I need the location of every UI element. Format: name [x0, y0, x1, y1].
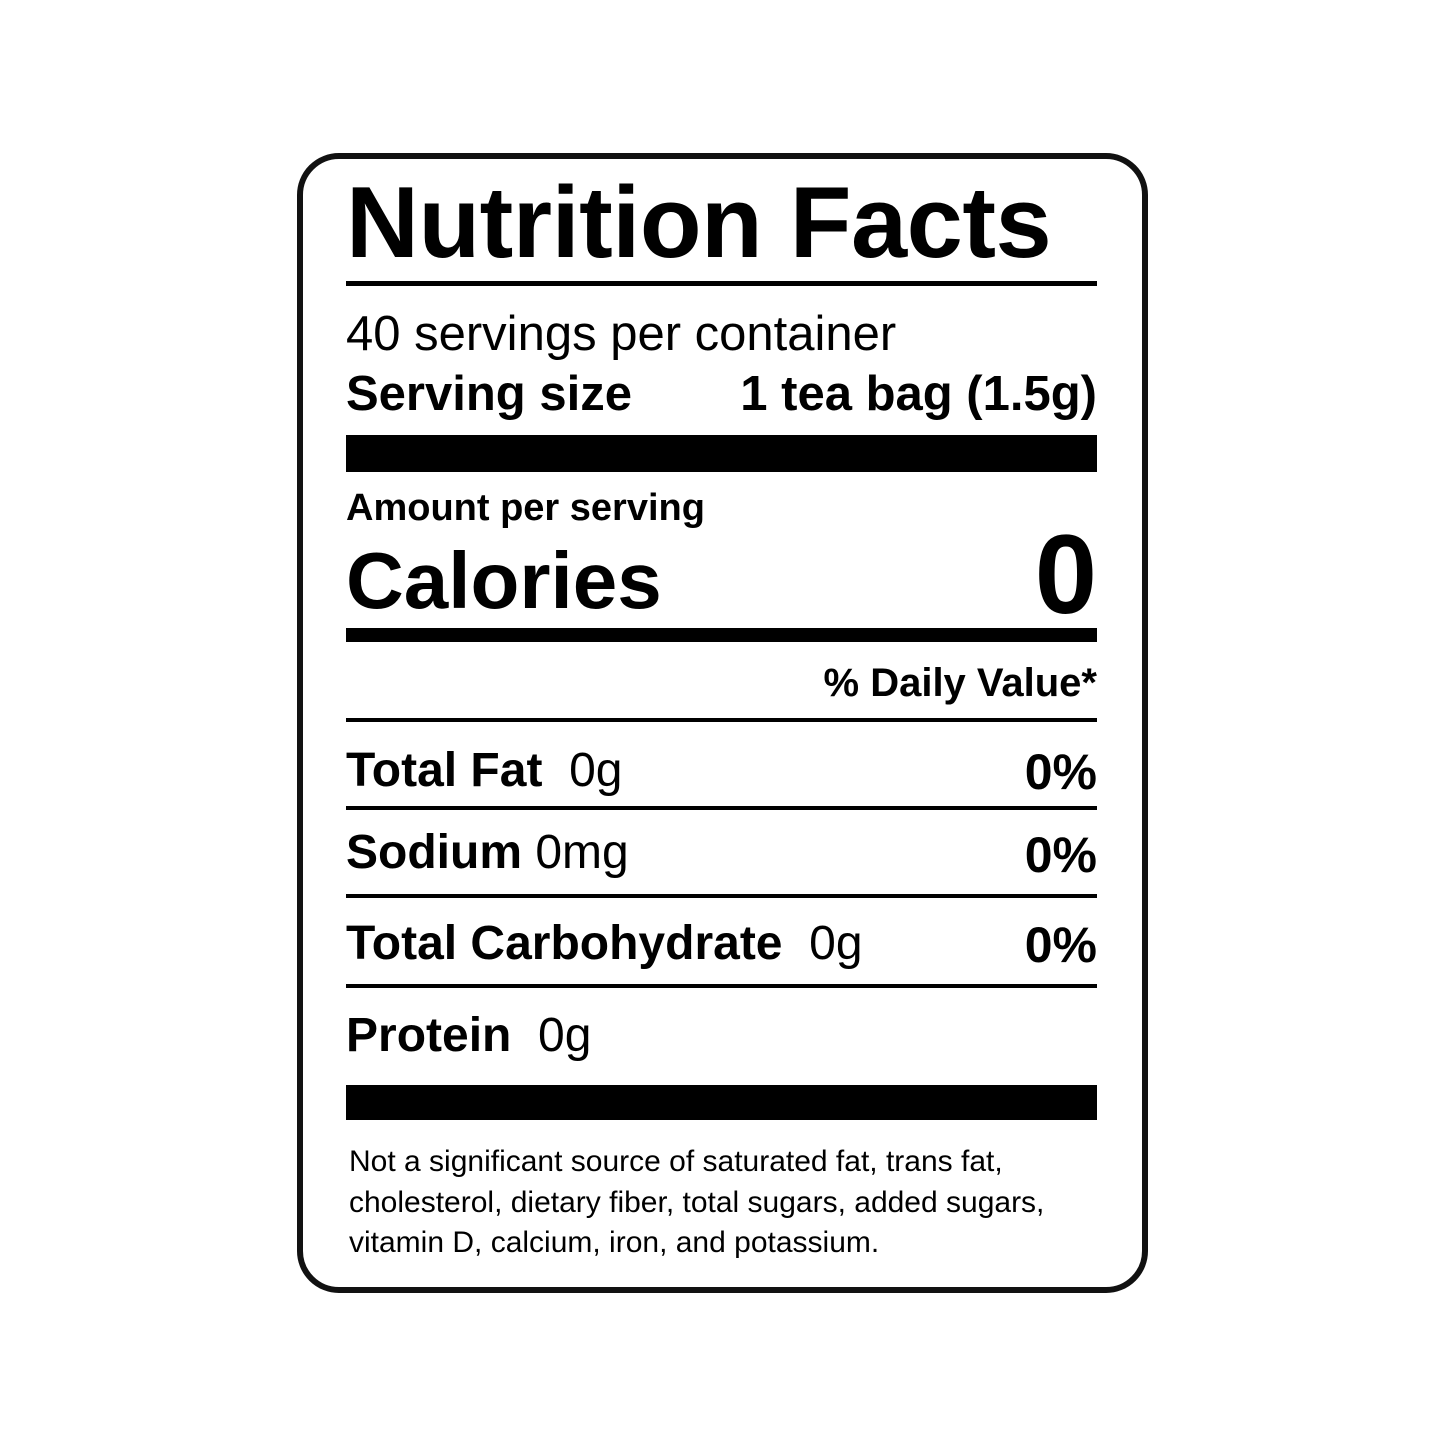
nutrient-amount: 0g	[809, 917, 863, 970]
nutrient-dv: 0%	[1024, 744, 1097, 800]
thick-bar	[346, 435, 1097, 472]
divider	[346, 894, 1097, 898]
divider	[346, 718, 1097, 722]
divider	[346, 281, 1097, 286]
divider	[346, 984, 1097, 988]
nutrient-amount: 0g	[569, 744, 623, 797]
nutrient-dv: 0%	[1024, 917, 1097, 973]
label-title: Nutrition Facts	[346, 167, 1052, 279]
nutrient-row-protein: Protein 0g	[346, 1008, 591, 1063]
nutrient-row-sodium: Sodium 0mg	[346, 825, 629, 880]
nutrient-row-total-carbohydrate: Total Carbohydrate 0g	[346, 916, 863, 971]
nutrient-dv: 0%	[1024, 827, 1097, 883]
nutrient-name: Total Fat	[346, 744, 543, 797]
nutrient-name: Sodium	[346, 826, 522, 879]
serving-size-value: 1 tea bag (1.5g)	[740, 367, 1097, 421]
footnote-line: Not a significant source of saturated fa…	[349, 1145, 1003, 1178]
nutrient-name: Total Carbohydrate	[346, 917, 783, 970]
footnote: Not a significant source of saturated fa…	[349, 1142, 1044, 1264]
serving-size-label: Serving size	[346, 367, 632, 421]
footnote-line: vitamin D, calcium, iron, and potassium.	[349, 1226, 880, 1259]
amount-per-serving: Amount per serving	[346, 487, 705, 529]
nutrient-row-total-fat: Total Fat 0g	[346, 743, 623, 798]
nutrient-amount: 0mg	[535, 826, 629, 879]
medium-bar	[346, 628, 1097, 642]
thick-bar	[346, 1085, 1097, 1120]
daily-value-header: % Daily Value*	[823, 661, 1097, 705]
footnote-line: cholesterol, dietary fiber, total sugars…	[349, 1185, 1045, 1219]
divider	[346, 806, 1097, 810]
servings-per-container: 40 servings per container	[346, 307, 897, 361]
nutrition-label-frame	[297, 153, 1148, 1293]
nutrient-amount: 0g	[538, 1009, 592, 1062]
calories-label: Calories	[346, 536, 662, 625]
calories-value: 0	[1034, 512, 1097, 637]
nutrient-name: Protein	[346, 1009, 512, 1062]
